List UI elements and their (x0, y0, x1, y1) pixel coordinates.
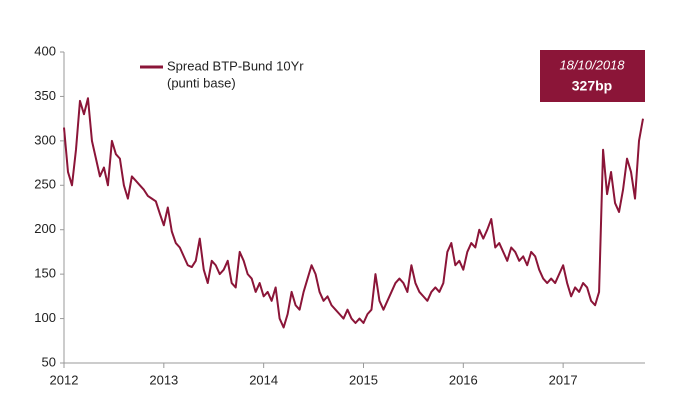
x-tick-label: 2014 (249, 372, 278, 387)
y-tick-label: 400 (34, 43, 56, 58)
x-tick-label: 2013 (149, 372, 178, 387)
y-tick-label: 200 (34, 221, 56, 236)
x-tick-label: 2017 (549, 372, 578, 387)
y-tick-label: 150 (34, 266, 56, 281)
x-tick-label: 2015 (349, 372, 378, 387)
y-tick-label: 250 (34, 177, 56, 192)
series-line (63, 97, 644, 329)
annotation-value: 327bp (572, 78, 612, 94)
y-tick-label: 300 (34, 132, 56, 147)
legend-label: Spread BTP-Bund 10Yr (167, 58, 304, 73)
annotation-box (540, 50, 645, 102)
x-tick-label: 2012 (50, 372, 79, 387)
y-tick-label: 50 (42, 354, 56, 369)
y-tick-label: 350 (34, 88, 56, 103)
x-tick-label: 2016 (449, 372, 478, 387)
annotation-date: 18/10/2018 (559, 57, 625, 72)
legend-note: (punti base) (167, 75, 236, 90)
y-tick-label: 100 (34, 310, 56, 325)
